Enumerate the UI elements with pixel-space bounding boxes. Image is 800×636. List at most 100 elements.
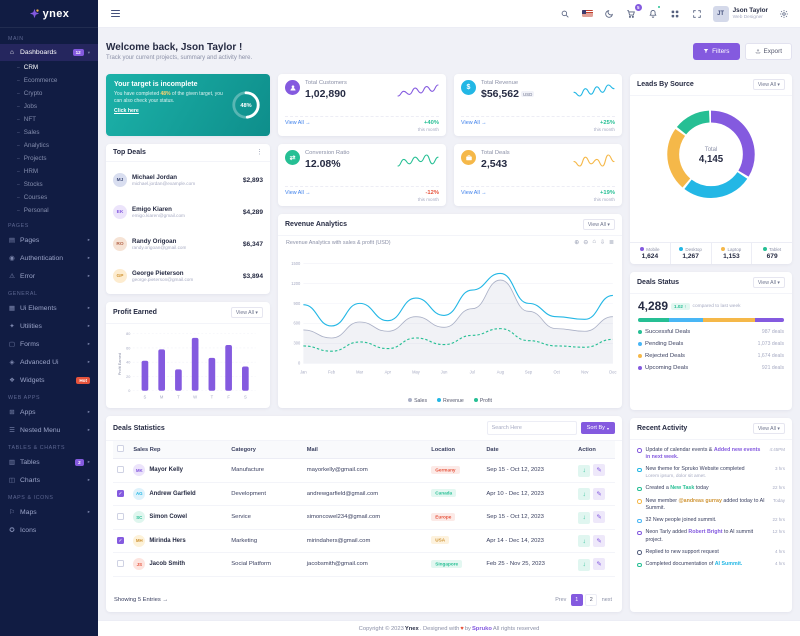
download-action-button[interactable]: ↓ (578, 558, 591, 571)
list-item[interactable]: MJ Michael Jordan michael.jordan@example.c… (113, 173, 263, 187)
row-checkbox[interactable]: ✓ (117, 490, 124, 498)
activity-time: 4:45PM (769, 446, 785, 452)
select-all-checkbox[interactable] (117, 445, 124, 452)
sidebar-item-label: Forms (20, 340, 40, 348)
filters-button[interactable]: Filters (693, 42, 740, 60)
sidebar-subitem-personal[interactable]: – Personal (0, 204, 98, 217)
ui-elements-icon: ▦ (8, 305, 16, 312)
pagination-page-2[interactable]: 2 (585, 594, 598, 606)
filter-icon (703, 49, 709, 53)
sidebar-subitem-hrm[interactable]: – HRM (0, 165, 98, 178)
sidebar-item-dashboards[interactable]: ⌂ Dashboards 12 ▾ (0, 44, 98, 61)
sidebar-item-pages[interactable]: ▤ Pages ▸ (0, 231, 98, 249)
sidebar-item-maps[interactable]: ⚐ Maps ▸ (0, 503, 98, 521)
row-checkbox[interactable] (117, 465, 124, 473)
view-all-link[interactable]: View All → (461, 119, 487, 126)
chevron-right-icon: ▸ (87, 255, 90, 260)
cart-icon[interactable]: 5 (625, 4, 642, 20)
home-icon[interactable]: ⌂ (592, 239, 596, 245)
list-item[interactable]: RO Randy Origoan randy.origoan@gmail.com $6… (113, 237, 263, 251)
menu-icon[interactable]: ≣ (608, 240, 614, 246)
edit-action-button[interactable]: ✎ (593, 464, 606, 476)
tables-icon: ▥ (8, 459, 16, 466)
sidebar-item-nested-menu[interactable]: ☰ Nested Menu ▸ (0, 421, 98, 439)
sidebar-item-utilities[interactable]: ✦ Utilities ▸ (0, 317, 98, 335)
svg-text:Dec: Dec (609, 369, 616, 374)
sidebar-subitem-ecommerce[interactable]: – Ecommerce (0, 74, 98, 87)
user-role: Web Designer (732, 14, 763, 20)
pagination-prev[interactable]: Prev (555, 597, 567, 603)
download-action-button[interactable]: ↓ (578, 511, 591, 524)
sidebar-subitem-jobs[interactable]: – Jobs (0, 100, 98, 113)
donut-segment-laptop (667, 110, 755, 199)
edit-action-button[interactable]: ✎ (593, 534, 606, 547)
fullscreen-icon[interactable] (691, 7, 704, 20)
sort-by-button[interactable]: Sort By ▾ (580, 422, 615, 434)
zoom-out-icon[interactable]: ⊖ (583, 240, 589, 246)
sidebar-item-advanced-ui[interactable]: ◈ Advanced Ui ▸ (0, 353, 98, 371)
sidebar-item-charts[interactable]: ◫ Charts ▸ (0, 471, 98, 489)
sidebar-item-forms[interactable]: ▢ Forms ▸ (0, 335, 98, 353)
click-here-link[interactable]: Click here (114, 107, 139, 114)
dark-mode-icon[interactable] (603, 7, 616, 20)
list-item[interactable]: EK Emigo Kiaren emigo.kiaren@gmail.com $4,2… (113, 205, 263, 219)
view-all-link[interactable]: View All → (285, 189, 311, 196)
pagination-next[interactable]: next (601, 597, 612, 603)
sidebar-item-error[interactable]: ⚠ Error ▸ (0, 267, 98, 285)
row-checkbox[interactable]: ✓ (117, 537, 124, 545)
profit-view-all-button[interactable]: View All ▾ (230, 307, 263, 318)
sidebar-badge: Hot (76, 376, 90, 384)
edit-action-button[interactable]: ✎ (593, 558, 606, 570)
edit-action-button[interactable]: ✎ (593, 487, 606, 500)
flag-us-icon[interactable] (581, 7, 594, 20)
svg-text:Aug: Aug (497, 369, 504, 374)
view-all-link[interactable]: View All → (285, 119, 311, 126)
sales-rep-name: Jacob Smith (149, 561, 185, 568)
sidebar-subitem-nft[interactable]: – NFT (0, 113, 98, 126)
more-options-icon[interactable]: ⋮ (256, 149, 263, 156)
activity-view-all-button[interactable]: View All ▾ (752, 423, 785, 434)
search-icon[interactable] (559, 7, 572, 20)
download-action-button[interactable]: ↓ (578, 535, 591, 547)
brand-logo[interactable]: ynex (0, 0, 98, 28)
sidebar-subitem-analytics[interactable]: – Analytics (0, 139, 98, 152)
sidebar-subitem-crypto[interactable]: – Crypto (0, 87, 98, 100)
leads-view-all-button[interactable]: View All ▾ (752, 79, 785, 90)
view-all-link[interactable]: View All → (461, 189, 487, 196)
list-item[interactable]: GP George Pieterson george.pieterson@gmail… (113, 269, 263, 283)
pagination-page-1[interactable]: 1 (570, 594, 583, 606)
user-menu[interactable]: JT Json Taylor Web Designer (712, 5, 768, 22)
sidebar-item-apps[interactable]: ⊞ Apps ▸ (0, 403, 98, 421)
bullet-icon: – (17, 116, 20, 123)
menu-toggle-icon[interactable] (108, 7, 123, 20)
zoom-in-icon[interactable]: ⊕ (574, 240, 580, 246)
settings-icon[interactable] (777, 7, 790, 20)
download-action-button[interactable]: ↓ (578, 464, 591, 477)
status-dot (638, 366, 642, 370)
sidebar-subitem-crm[interactable]: – CRM (0, 61, 98, 74)
sidebar-subitem-sales[interactable]: – Sales (0, 126, 98, 139)
stat-footer: View All → +25% this month (461, 115, 615, 132)
sidebar-item-tables[interactable]: ▥ Tables 2 ▸ (0, 453, 98, 471)
row-checkbox[interactable] (117, 559, 124, 567)
edit-action-button[interactable]: ✎ (593, 511, 606, 523)
column-header-mail: Mail (302, 441, 428, 459)
sidebar-item-authentication[interactable]: ◉ Authentication ▸ (0, 249, 98, 267)
download-action-button[interactable]: ↓ (578, 488, 591, 500)
sidebar-item-widgets[interactable]: ❖ Widgets Hot (0, 371, 98, 389)
sidebar-item-icons[interactable]: ✪ Icons (0, 521, 98, 539)
status-view-all-button[interactable]: View All ▾ (752, 277, 785, 288)
row-checkbox[interactable] (117, 512, 124, 520)
search-input[interactable] (486, 421, 577, 435)
footer-designer-link[interactable]: Spruko (471, 625, 492, 632)
sidebar-item-ui-elements[interactable]: ▦ Ui Elements ▸ (0, 299, 98, 317)
download-icon[interactable]: ⇩ (599, 240, 605, 246)
sidebar-subitem-courses[interactable]: – Courses (0, 191, 98, 204)
apps-grid-icon[interactable] (669, 7, 682, 20)
sidebar-subitem-projects[interactable]: – Projects (0, 152, 98, 165)
sidebar-subitem-stocks[interactable]: – Stocks (0, 178, 98, 191)
export-button[interactable]: Export (744, 42, 792, 60)
notifications-icon[interactable] (647, 5, 661, 20)
revenue-view-all-button[interactable]: View All ▾ (582, 219, 615, 230)
bullet-icon: – (17, 77, 20, 84)
